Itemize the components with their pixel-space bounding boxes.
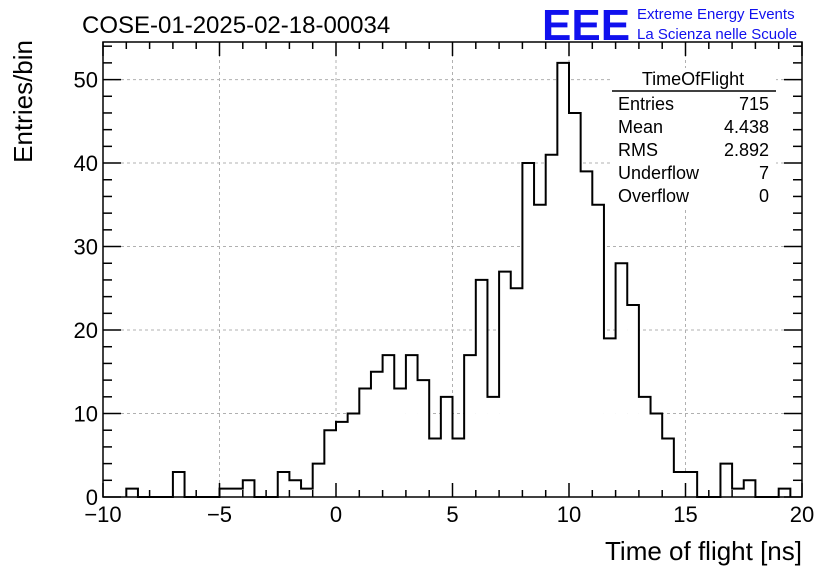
histogram-bin [394, 388, 406, 497]
chart-title: COSE-01-2025-02-18-00034 [82, 12, 390, 39]
histogram-bin [522, 163, 535, 497]
stats-rows: Entries 715 Mean 4.438 RMS 2.892 Underflow 7 Ove… [618, 94, 769, 206]
histogram-bin [778, 488, 791, 497]
histogram-bins [125, 61, 792, 498]
stats-row-value: 4.438 [724, 117, 769, 137]
histogram-bin [499, 271, 511, 497]
histogram-bin [732, 488, 744, 497]
axis-ticks [102, 42, 803, 498]
histogram-outline [125, 61, 792, 498]
stats-row-value: 715 [739, 94, 769, 114]
histogram-bin [324, 430, 336, 497]
histogram-bin [417, 380, 430, 497]
histogram-bin [475, 279, 488, 497]
eee-logo-line1: Extreme Energy Events [637, 6, 795, 23]
histogram-bin [301, 488, 313, 497]
histogram-bin [405, 355, 418, 497]
x-tick-label: 15 [673, 502, 697, 527]
histogram-bin [464, 355, 476, 497]
eee-logo-text: EEE [542, 1, 630, 50]
x-tick-label: 0 [330, 502, 342, 527]
histogram-bin [487, 396, 500, 497]
x-tick-label: −5 [207, 502, 232, 527]
histogram-bin [312, 463, 325, 497]
y-tick-label: 20 [74, 318, 98, 343]
histogram-bin [662, 438, 674, 497]
stats-row-label: RMS [618, 140, 658, 160]
eee-logo-line2: La Scienza nelle Scuole [637, 26, 797, 43]
histogram-bin [231, 488, 243, 497]
histogram-bin [510, 288, 523, 497]
histogram-bin [219, 488, 232, 497]
x-tick-label: 10 [557, 502, 581, 527]
histogram-bin [172, 471, 185, 497]
histogram-bin [580, 171, 593, 497]
histogram-bin [720, 463, 733, 497]
y-tick-label: 30 [74, 235, 98, 260]
histogram-bin [673, 471, 686, 497]
y-tick-label: 40 [74, 151, 98, 176]
histogram-bin [557, 62, 569, 498]
x-tick-labels: −10 −5 0 5 10 15 20 [84, 502, 814, 527]
histogram-bin [289, 480, 302, 497]
histogram-bin [650, 413, 663, 497]
y-tick-labels: 0 10 20 30 40 50 [74, 68, 98, 510]
histogram-bin [336, 421, 348, 497]
histogram-bin [685, 471, 698, 497]
stats-row-label: Underflow [618, 163, 700, 183]
histogram-bin [638, 396, 651, 497]
histogram-bin [440, 396, 453, 497]
histogram-bin [534, 204, 546, 498]
histogram-bin [382, 355, 395, 497]
x-tick-label: 20 [790, 502, 814, 527]
histogram-bin [569, 112, 581, 497]
histogram-bin [603, 338, 616, 497]
histogram-bin [126, 488, 138, 497]
stats-row-label: Overflow [618, 186, 690, 206]
histogram-bin [615, 263, 628, 497]
x-axis-label: Time of flight [ns] [605, 536, 802, 566]
stats-row-value: 7 [759, 163, 769, 183]
y-tick-label: 0 [86, 485, 98, 510]
histogram-bin [627, 304, 639, 497]
histogram-bin [347, 413, 360, 497]
stats-box: TimeOfFlight Entries 715 Mean 4.438 RMS 2.892… [610, 68, 776, 210]
x-tick-label: −10 [84, 502, 121, 527]
stats-title: TimeOfFlight [642, 69, 744, 89]
stats-row-label: Entries [618, 94, 674, 114]
histogram-bin [370, 371, 383, 497]
stats-row-value: 0 [759, 186, 769, 206]
histogram-bin [359, 388, 371, 497]
eee-logo: EEE Extreme Energy Events La Scienza nel… [542, 1, 797, 50]
histogram-bin [743, 480, 756, 497]
y-tick-label: 50 [74, 68, 98, 93]
y-tick-label: 10 [74, 402, 98, 427]
stats-row-value: 2.892 [724, 140, 769, 160]
x-tick-label: 5 [446, 502, 458, 527]
histogram-bin [277, 471, 290, 497]
y-axis-label: Entries/bin [8, 40, 38, 163]
histogram-bin [592, 204, 604, 498]
histogram-bin [429, 438, 441, 497]
histogram-bin [452, 438, 465, 497]
stats-row-label: Mean [618, 117, 663, 137]
histogram-bin [545, 154, 558, 497]
histogram-bin [242, 480, 255, 497]
